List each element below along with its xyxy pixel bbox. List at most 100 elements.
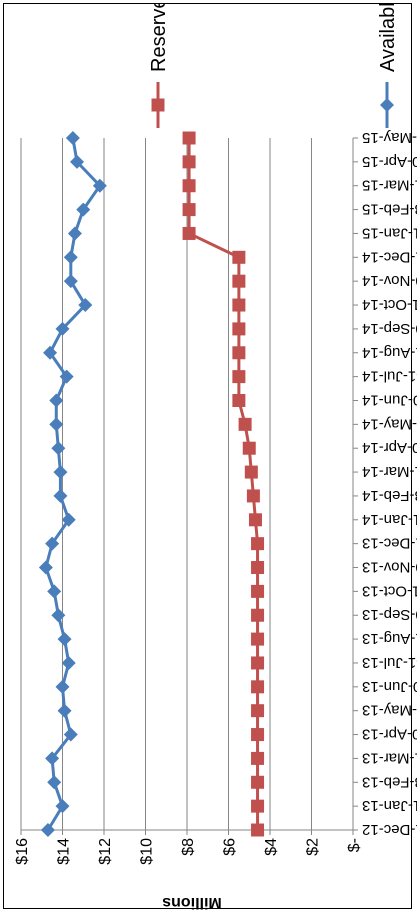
series-line [44,137,102,831]
x-tick-label: 31-Oct-14 [362,296,417,313]
x-tick-label: 30-Apr-13 [362,726,417,743]
data-point [63,274,78,289]
data-point [40,823,55,837]
data-point [55,799,70,814]
x-tick-label: 31-Mar-13 [362,749,417,766]
data-point [47,584,62,599]
data-point [232,274,246,288]
data-point [251,728,265,742]
chart-stage: $16 $14 $12 $10 $8 $6 $4 $2 $- 31-Dec-12 31-Jan-1… [4,0,417,918]
chart-frame: $16 $14 $12 $10 $8 $6 $4 $2 $- 31-Dec-12 31-Jan-1… [3,0,417,911]
y-axis-ticks: $16 $14 $12 $10 $8 $6 $4 $2 $- [14,838,363,865]
x-tick-label: 28-Feb-13 [362,773,417,790]
y-tick-label: $12 [97,838,114,865]
data-point [182,155,196,169]
x-tick-label: 30-Apr-15 [362,153,417,170]
data-point [232,346,246,360]
y-tick-label: $6 [222,838,239,856]
data-point [182,179,196,193]
gridlines [20,138,312,830]
data-point [251,537,265,551]
x-tick-label: 31-Aug-14 [362,344,417,361]
data-point [251,799,265,813]
data-point [232,322,246,336]
data-point [251,561,265,575]
x-tick-label: 31-Jan-15 [362,224,417,241]
x-tick-label: 31-Mar-14 [362,463,417,480]
data-point [251,751,265,765]
axes [20,137,358,835]
x-axis-ticks: 31-Dec-12 31-Jan-13 28-Feb-13 31-Mar-13 30-A… [362,129,417,838]
x-tick-label: 30-Jun-14 [362,391,417,408]
legend: Available Cash Reserve Requirement [148,0,399,128]
data-point [232,250,246,264]
x-tick-label: 31-Jul-13 [362,654,417,671]
series-line [187,138,260,830]
x-tick-label: 31-Dec-12 [362,821,417,838]
x-tick-label: 31-Jul-14 [362,368,417,385]
legend-label: Available Cash [377,4,399,72]
data-point [51,608,66,623]
x-tick-label: 28-Feb-15 [362,201,417,218]
data-point [251,584,265,598]
data-point [53,488,68,503]
data-point [38,560,53,575]
series-reserve-requirement [182,131,265,837]
data-point [246,489,260,503]
data-point [57,703,72,718]
data-point [47,775,62,790]
data-point [251,823,265,837]
x-tick-label: 31-Oct-13 [362,582,417,599]
data-point [57,632,72,647]
data-point [43,345,58,360]
x-tick-label: 31-Aug-13 [362,630,417,647]
legend-entry: Available Cash [377,0,399,128]
legend-marker [151,98,165,112]
data-point [232,370,246,384]
x-tick-label: 31-Jan-13 [362,797,417,814]
data-point [78,298,93,313]
x-tick-label: 31-Mar-15 [362,177,417,194]
data-point [53,465,68,480]
series-lines [38,131,265,837]
y-tick-label: $2 [305,838,322,856]
data-point [61,655,76,670]
x-tick-label: 31-May-15 [362,129,417,146]
data-point [238,417,252,431]
data-point [182,131,196,145]
data-point [248,513,262,527]
data-point [251,775,265,789]
data-point [67,226,82,241]
y-tick-label: $8 [180,838,197,856]
data-point [70,154,85,169]
data-point [59,369,74,384]
legend-label: Reserve Requirement [148,4,170,72]
y-tick-label: $14 [56,838,73,865]
data-point [232,298,246,312]
x-tick-label: 30-Apr-14 [362,439,417,456]
data-point [232,393,246,407]
x-tick-label: 31-May-14 [362,415,417,432]
data-point [61,512,76,527]
y-tick-label: $- [346,838,363,852]
data-point [63,250,78,265]
data-point [51,441,66,456]
data-point [76,202,91,217]
y-tick-label: $10 [139,838,156,865]
data-point [251,680,265,694]
data-point [65,131,80,145]
data-point [251,656,265,670]
data-point [182,203,196,217]
data-point [251,704,265,718]
data-point [251,632,265,646]
x-tick-label: 31-Dec-14 [362,248,417,265]
legend-marker [380,98,394,112]
y-tick-label: $16 [14,838,31,865]
x-tick-label: 30-Sep-13 [362,606,417,623]
x-tick-label: 31-Dec-13 [362,535,417,552]
x-tick-label: 30-Nov-14 [362,272,417,289]
data-point [55,679,70,694]
series-available-cash [38,131,107,837]
x-tick-label: 31-Jan-14 [362,511,417,528]
x-tick-label: 31-May-13 [362,702,417,719]
